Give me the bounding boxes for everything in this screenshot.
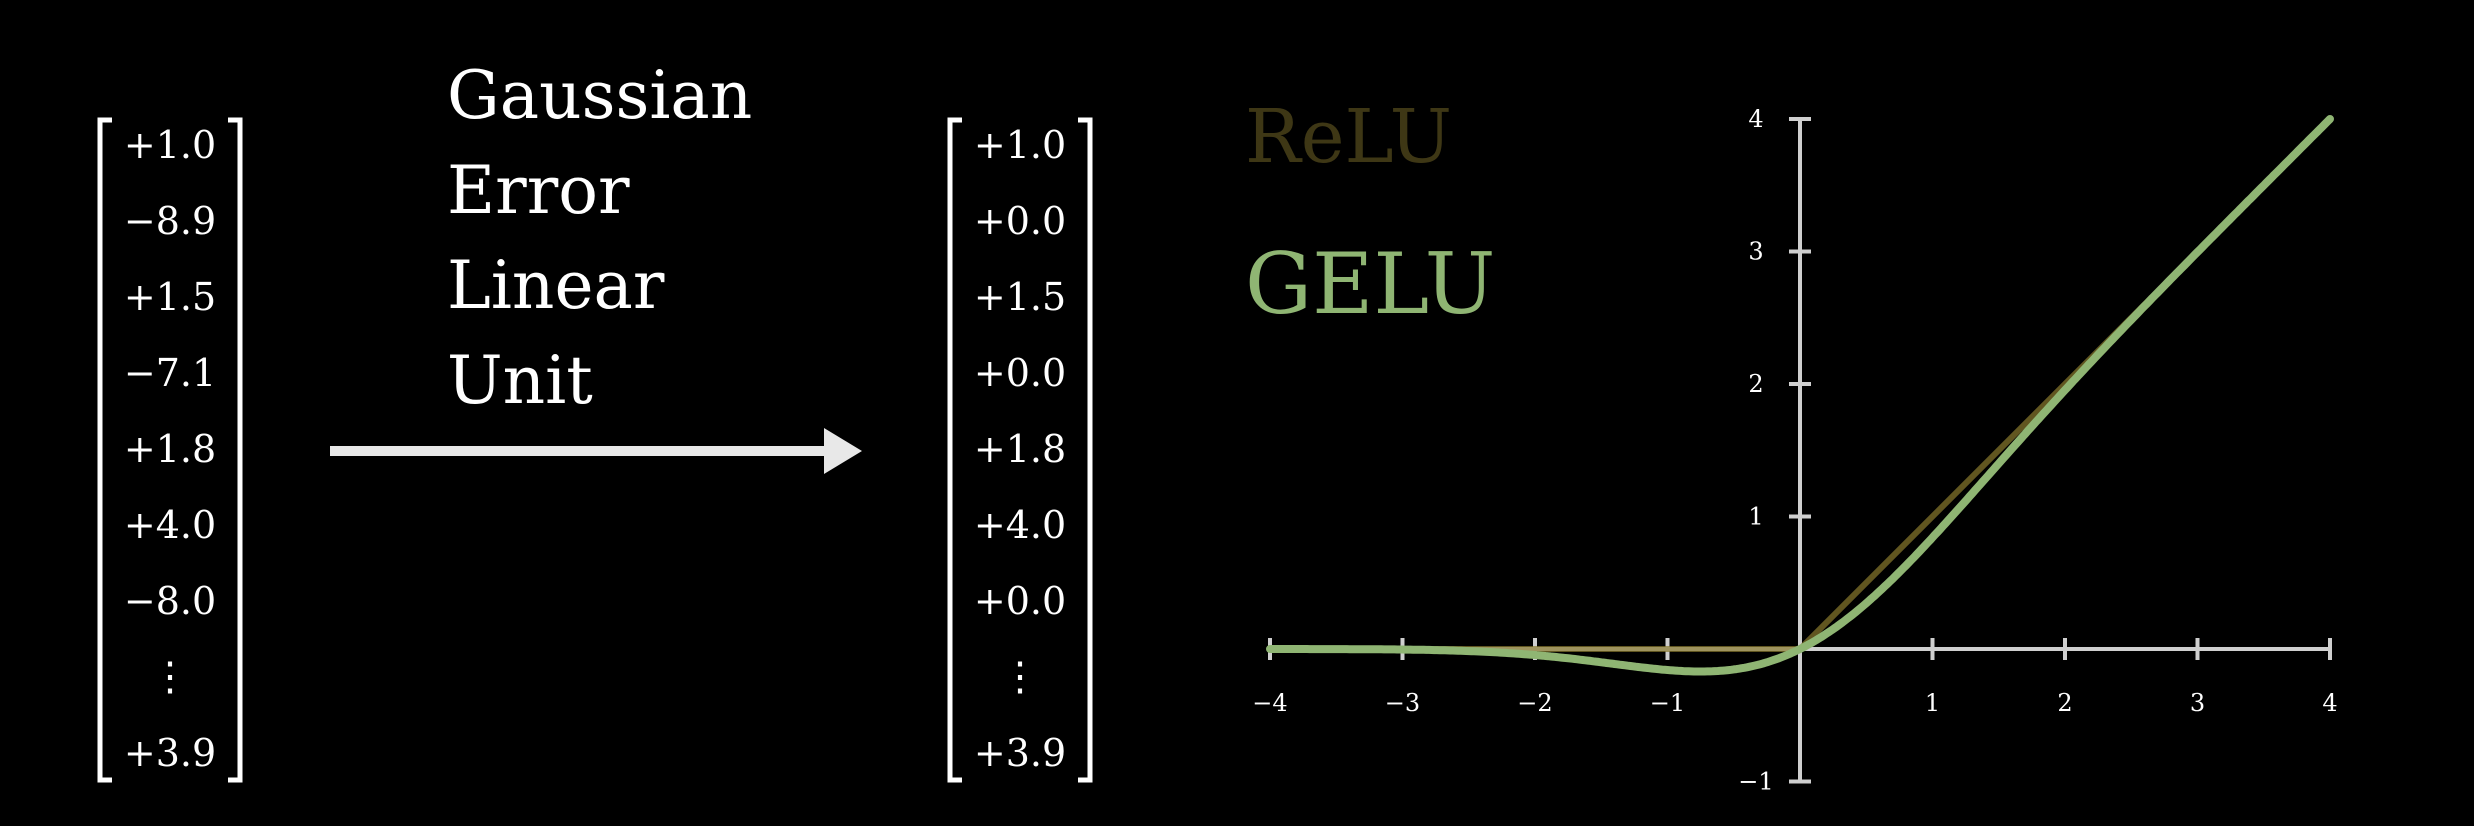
output-vector-entry: +1.0 [974, 123, 1066, 167]
input-vector-entry: +4.0 [124, 503, 216, 547]
input-bracket-right [228, 117, 243, 783]
y-tick-label: 2 [1748, 370, 1763, 398]
y-tick-label: 4 [1748, 105, 1763, 133]
x-tick-label: −1 [1650, 689, 1685, 717]
input-vector-entry: +1.8 [124, 427, 216, 471]
series-line-gelu [1266, 115, 2334, 676]
x-tick-label: −2 [1517, 689, 1552, 717]
output-entries: +1.0 +0.0 +1.5 +0.0 +1.8 +4.0 +0.0 ⋮ +3.9 [974, 123, 1066, 775]
output-vector-entry: +0.0 [974, 579, 1066, 623]
output-bracket-left [947, 117, 962, 783]
output-bracket-right [1078, 117, 1093, 783]
x-tick-label: 2 [2057, 689, 2072, 717]
output-vector-entry: ⋮ [1000, 654, 1040, 700]
function-name-line: Gaussian [447, 57, 752, 134]
x-tick-label: 1 [1925, 689, 1940, 717]
y-tick-label: 3 [1748, 238, 1763, 266]
activation-chart: −4 −3 −2 −1 1 2 3 4 −1 1 2 3 4 [1252, 105, 2337, 796]
y-tick-label: 1 [1748, 503, 1763, 531]
input-vector-entry: +3.9 [124, 731, 216, 775]
input-vector-entry: −8.9 [124, 199, 216, 243]
input-vector-entry: −7.1 [124, 351, 216, 395]
chart-axes [1268, 117, 2332, 784]
function-name-line: Unit [447, 342, 593, 419]
input-vector-entry: +1.0 [124, 123, 216, 167]
output-vector-entry: +0.0 [974, 199, 1066, 243]
x-tick-label: 4 [2322, 689, 2337, 717]
output-vector-entry: +0.0 [974, 351, 1066, 395]
chart-legend: ReLU GELU [1245, 94, 1495, 333]
legend-label-relu: ReLU [1245, 94, 1452, 180]
x-tick-label: −3 [1385, 689, 1420, 717]
output-vector-entry: +1.8 [974, 427, 1066, 471]
input-vector: +1.0 −8.9 +1.5 −7.1 +1.8 +4.0 −8.0 ⋮ +3.9 [97, 117, 243, 783]
output-vector-entry: +1.5 [974, 275, 1066, 319]
x-tick-label: 3 [2190, 689, 2205, 717]
input-vector-entry: −8.0 [124, 579, 216, 623]
input-vector-entry: +1.5 [124, 275, 216, 319]
input-entries: +1.0 −8.9 +1.5 −7.1 +1.8 +4.0 −8.0 ⋮ +3.9 [124, 123, 216, 775]
function-name-line: Error [447, 152, 630, 229]
legend-label-gelu: GELU [1245, 235, 1495, 333]
input-vector-entry: ⋮ [150, 654, 190, 700]
input-bracket-left [97, 117, 112, 783]
output-vector: +1.0 +0.0 +1.5 +0.0 +1.8 +4.0 +0.0 ⋮ +3.9 [947, 117, 1093, 783]
transform-arrow [330, 428, 862, 474]
x-tick-label: −4 [1252, 689, 1287, 717]
chart-series [1266, 115, 2334, 676]
output-vector-entry: +3.9 [974, 731, 1066, 775]
arrow-head [824, 428, 862, 474]
y-tick-label: −1 [1738, 768, 1773, 796]
function-name: Gaussian Error Linear Unit [447, 57, 752, 419]
function-name-line: Linear [447, 247, 665, 324]
output-vector-entry: +4.0 [974, 503, 1066, 547]
chart-tick-labels: −4 −3 −2 −1 1 2 3 4 −1 1 2 3 4 [1252, 105, 2337, 796]
